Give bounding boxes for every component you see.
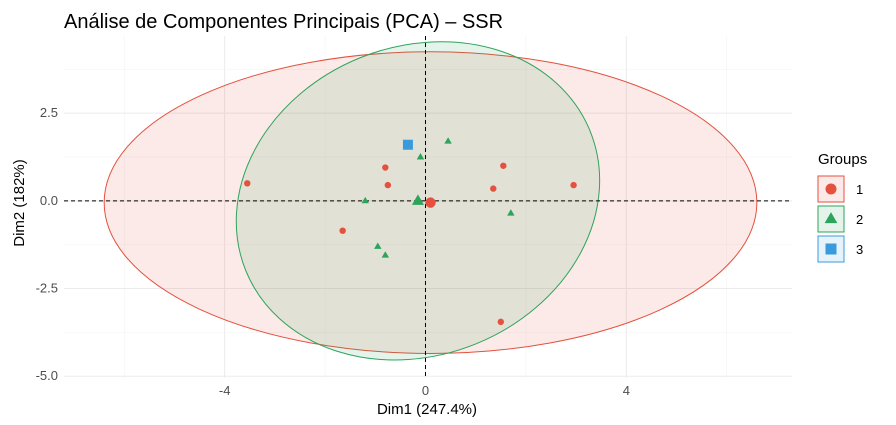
point-group-2: [416, 153, 425, 160]
point-group-2: [444, 137, 452, 144]
y-axis-title: Dim2 (182%): [11, 159, 28, 247]
point-group-1: [382, 164, 389, 171]
point-group-2: [361, 196, 369, 204]
y-tick-label: 0.0: [40, 193, 58, 208]
y-axis-ticks: -5.0 -2.5 0.0 2.5: [36, 105, 58, 383]
point-group-2: [381, 251, 390, 258]
x-tick-label: -4: [219, 383, 231, 398]
y-tick-label: 2.5: [40, 105, 58, 120]
legend-symbol-2: [824, 212, 838, 224]
point-group-2: [507, 209, 515, 216]
x-axis-title: Dim1 (247.4%): [377, 401, 477, 418]
data-points: [244, 137, 577, 326]
legend: Groups 1 2 3: [817, 151, 867, 263]
legend-label: 1: [856, 182, 863, 197]
legend-title: Groups: [818, 151, 867, 168]
legend-label: 2: [856, 212, 863, 227]
point-group-1: [500, 162, 507, 169]
centroid-group-2: [411, 194, 424, 205]
grid: [64, 36, 792, 378]
x-tick-label: 0: [422, 383, 429, 398]
x-tick-label: 4: [623, 383, 630, 398]
y-tick-label: -5.0: [36, 368, 58, 383]
y-tick-label: -2.5: [36, 281, 58, 296]
legend-symbol-1: [825, 183, 837, 195]
legend-key-3: [817, 235, 845, 263]
centroid-group-1: [425, 197, 436, 208]
point-group-1: [570, 181, 577, 189]
x-axis-ticks: -4 0 4: [219, 383, 630, 398]
ellipse-group-2: [235, 41, 601, 361]
legend-label: 3: [856, 242, 863, 257]
chart-title: Análise de Componentes Principais (PCA) …: [64, 11, 503, 33]
point-group-2: [374, 242, 382, 249]
point-group-1: [490, 185, 497, 192]
point-group-1: [384, 181, 392, 189]
point-group-1: [339, 227, 346, 234]
legend-symbol-3: [825, 243, 837, 255]
point-group-3: [402, 139, 413, 150]
point-group-1: [244, 180, 251, 187]
point-group-1: [497, 318, 504, 326]
